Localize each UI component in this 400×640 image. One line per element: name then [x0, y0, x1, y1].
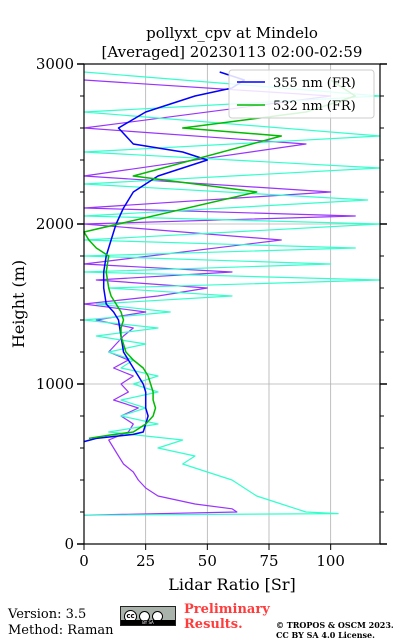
cc-license-badge: cc BY SA: [120, 606, 176, 626]
lidar-ratio-chart: pollyxt_cpv at Mindelo [Averaged] 202301…: [9, 24, 387, 594]
x-axis-label: Lidar Ratio [Sr]: [168, 575, 296, 594]
copyright-line2: CC BY SA 4.0 License.: [276, 630, 375, 640]
legend-label-355: 355 nm (FR): [273, 76, 356, 91]
chart-title: pollyxt_cpv at Mindelo: [146, 24, 318, 42]
license-badge-label: BY SA: [121, 620, 175, 625]
copyright-line1: © TROPOS & OSCM 2023.: [276, 620, 394, 630]
y-axis-label: Height (m): [9, 260, 28, 348]
x-tick-label: 25: [136, 552, 155, 570]
x-tick-label: 100: [316, 552, 345, 570]
preliminary-text-line2: Results.: [184, 617, 243, 632]
series-overlay-2: [83, 79, 356, 516]
legend: 355 nm (FR) 532 nm (FR): [228, 69, 375, 119]
x-tick-label: 50: [198, 552, 217, 570]
x-tick-label: 0: [79, 552, 89, 570]
y-tick-label: 0: [64, 535, 74, 553]
plot-frame: [83, 63, 381, 545]
y-tick-label: 2000: [36, 215, 74, 233]
series-line-355nm: [83, 71, 246, 443]
y-tick-label: 1000: [36, 375, 74, 393]
legend-label-532: 532 nm (FR): [273, 99, 356, 114]
grid-lines: [83, 63, 380, 545]
y-tick-label: 3000: [36, 55, 74, 73]
x-tick-label: 75: [259, 552, 278, 570]
preliminary-text-line1: Preliminary: [184, 602, 270, 617]
legend-box: [228, 69, 375, 119]
chart-subtitle: [Averaged] 20230113 02:00-02:59: [102, 43, 363, 61]
version-text: Version: 3.5: [8, 607, 87, 622]
series-line-532nm: [83, 79, 357, 440]
series-layer: [83, 71, 381, 516]
method-text: Method: Raman: [8, 623, 114, 638]
